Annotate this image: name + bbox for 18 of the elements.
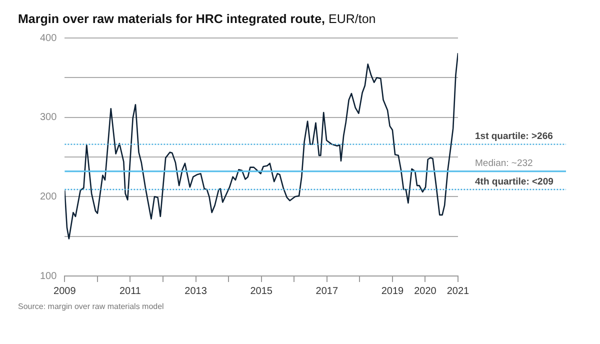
x-tick-label: 2020 — [414, 286, 437, 297]
y-tick-label: 400 — [40, 32, 58, 44]
x-tick-label: 2013 — [184, 286, 208, 297]
source-note: Source: margin over raw materials model — [18, 302, 164, 311]
chart-title: Margin over raw materials for HRC integrated route, — [18, 12, 326, 26]
ref-line-label: 4th quartile: <209 — [475, 176, 554, 188]
x-tick-label: 2011 — [119, 286, 142, 297]
x-tick-label: 2019 — [381, 286, 404, 297]
y-tick-label: 100 — [40, 270, 58, 282]
y-tick-label: 300 — [40, 112, 58, 124]
x-tick-label: 2021 — [446, 286, 470, 297]
ref-line-label: Median: ~232 — [475, 158, 533, 170]
x-tick-label: 2017 — [316, 286, 338, 297]
x-tick-label: 2009 — [54, 286, 76, 297]
y-tick-label: 200 — [40, 191, 58, 202]
x-tick-label: 2015 — [250, 286, 273, 297]
ref-line-label: 1st quartile: >266 — [475, 131, 553, 142]
chart-subtitle: EUR/ton — [328, 12, 376, 26]
